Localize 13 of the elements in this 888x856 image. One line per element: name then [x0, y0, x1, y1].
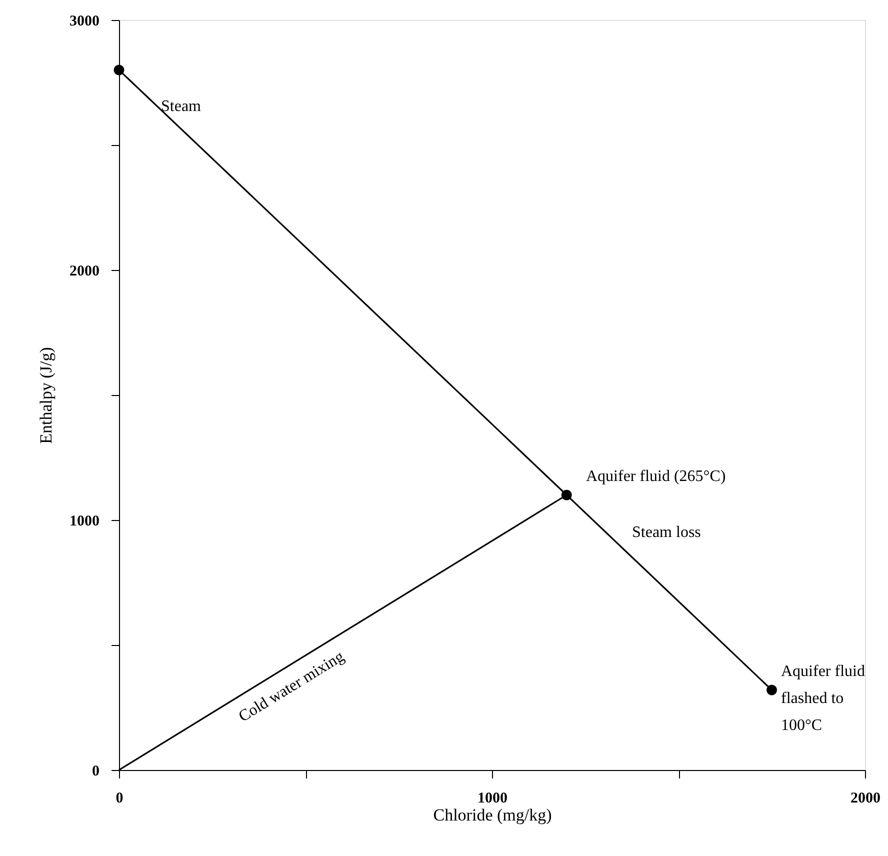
- y-tick-label: 2000: [70, 264, 100, 280]
- x-tick-label: 1000: [478, 790, 508, 806]
- x-axis-title: Chloride (mg/kg): [433, 806, 552, 824]
- annotation: Steam loss: [632, 524, 701, 541]
- y-tick-label: 1000: [70, 514, 100, 530]
- y-tick-label: 0: [92, 764, 100, 780]
- annotation: Aquifer fluid (265°C): [586, 468, 726, 485]
- annotation: Aquifer fluid flashed to 100°C: [781, 663, 865, 734]
- x-tick-label: 2000: [850, 790, 880, 806]
- x-tick-label: 0: [116, 790, 124, 806]
- y-axis-title: Enthalpy (J/g): [36, 347, 56, 444]
- annotation: Steam: [161, 98, 202, 115]
- y-tick-label: 3000: [70, 14, 100, 30]
